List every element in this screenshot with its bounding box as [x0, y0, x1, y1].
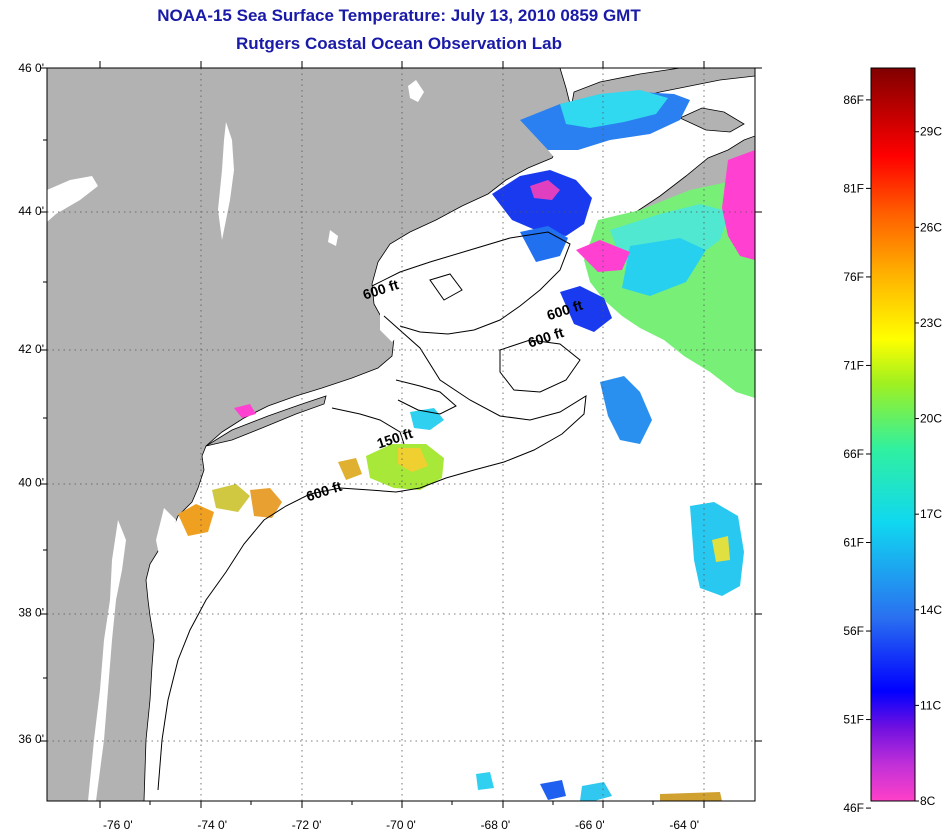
sst-coverage [178, 90, 755, 801]
map-ticks [40, 61, 762, 808]
colorbar-fahrenheit-label: 56F [843, 624, 864, 638]
lon-label: -66 0' [575, 818, 605, 832]
colorbar-celsius-label: 29C [920, 125, 942, 139]
land-mainland [47, 68, 573, 801]
cape-cod-bay [380, 296, 402, 342]
lon-label: -64 0' [669, 818, 699, 832]
lon-label: -74 0' [197, 818, 227, 832]
chesapeake-bay [88, 520, 126, 801]
map-frame [46, 67, 756, 802]
map-title: NOAA-15 Sea Surface Temperature: July 13… [157, 6, 641, 25]
colorbar-fahrenheit-label: 81F [843, 181, 864, 195]
lat-label: 42 0' [18, 342, 44, 356]
colorbar-celsius-label: 11C [920, 698, 941, 712]
colorbar-fahrenheit-label: 86F [843, 93, 864, 107]
lat-label: 40 0' [18, 476, 44, 490]
lon-label: -70 0' [386, 818, 416, 832]
colorbar-celsius-label: 20C [920, 412, 942, 426]
land-pei [679, 107, 745, 133]
land-long-island [205, 395, 327, 447]
lake-moosehead [408, 80, 424, 102]
lake-ontario [47, 176, 98, 222]
colorbar-celsius-label: 17C [920, 507, 942, 521]
map-subtitle: Rutgers Coastal Ocean Observation Lab [236, 34, 562, 53]
colorbar-fahrenheit-label: 66F [843, 447, 864, 461]
lat-label: 36 0' [18, 732, 44, 746]
lat-label: 46 0' [18, 61, 44, 75]
colorbar-fahrenheit-label: 61F [843, 536, 864, 550]
colorbar-scale [870, 67, 916, 802]
lon-label: -76 0' [103, 818, 133, 832]
delaware-bay [156, 508, 176, 560]
colorbar-celsius-label: 26C [920, 220, 942, 234]
colorbar-fahrenheit-label: 46F [843, 801, 864, 815]
colorbar-celsius-label: 23C [920, 316, 942, 330]
colorbar-fahrenheit-label: 76F [843, 270, 864, 284]
colorbar-fahrenheit-label: 51F [843, 713, 864, 727]
lat-label: 44 0' [18, 204, 44, 218]
bathymetry-contours [157, 231, 587, 791]
lon-label: -72 0' [292, 818, 322, 832]
lon-label: -68 0' [481, 818, 511, 832]
colorbar-celsius-label: 14C [920, 603, 942, 617]
colorbar-celsius-label: 8C [920, 794, 936, 808]
colorbar-fahrenheit-label: 71F [843, 358, 864, 372]
graticule [47, 68, 755, 801]
lake-champlain [218, 122, 234, 240]
lake-winnipesaukee [328, 230, 338, 246]
lat-label: 38 0' [18, 606, 44, 620]
